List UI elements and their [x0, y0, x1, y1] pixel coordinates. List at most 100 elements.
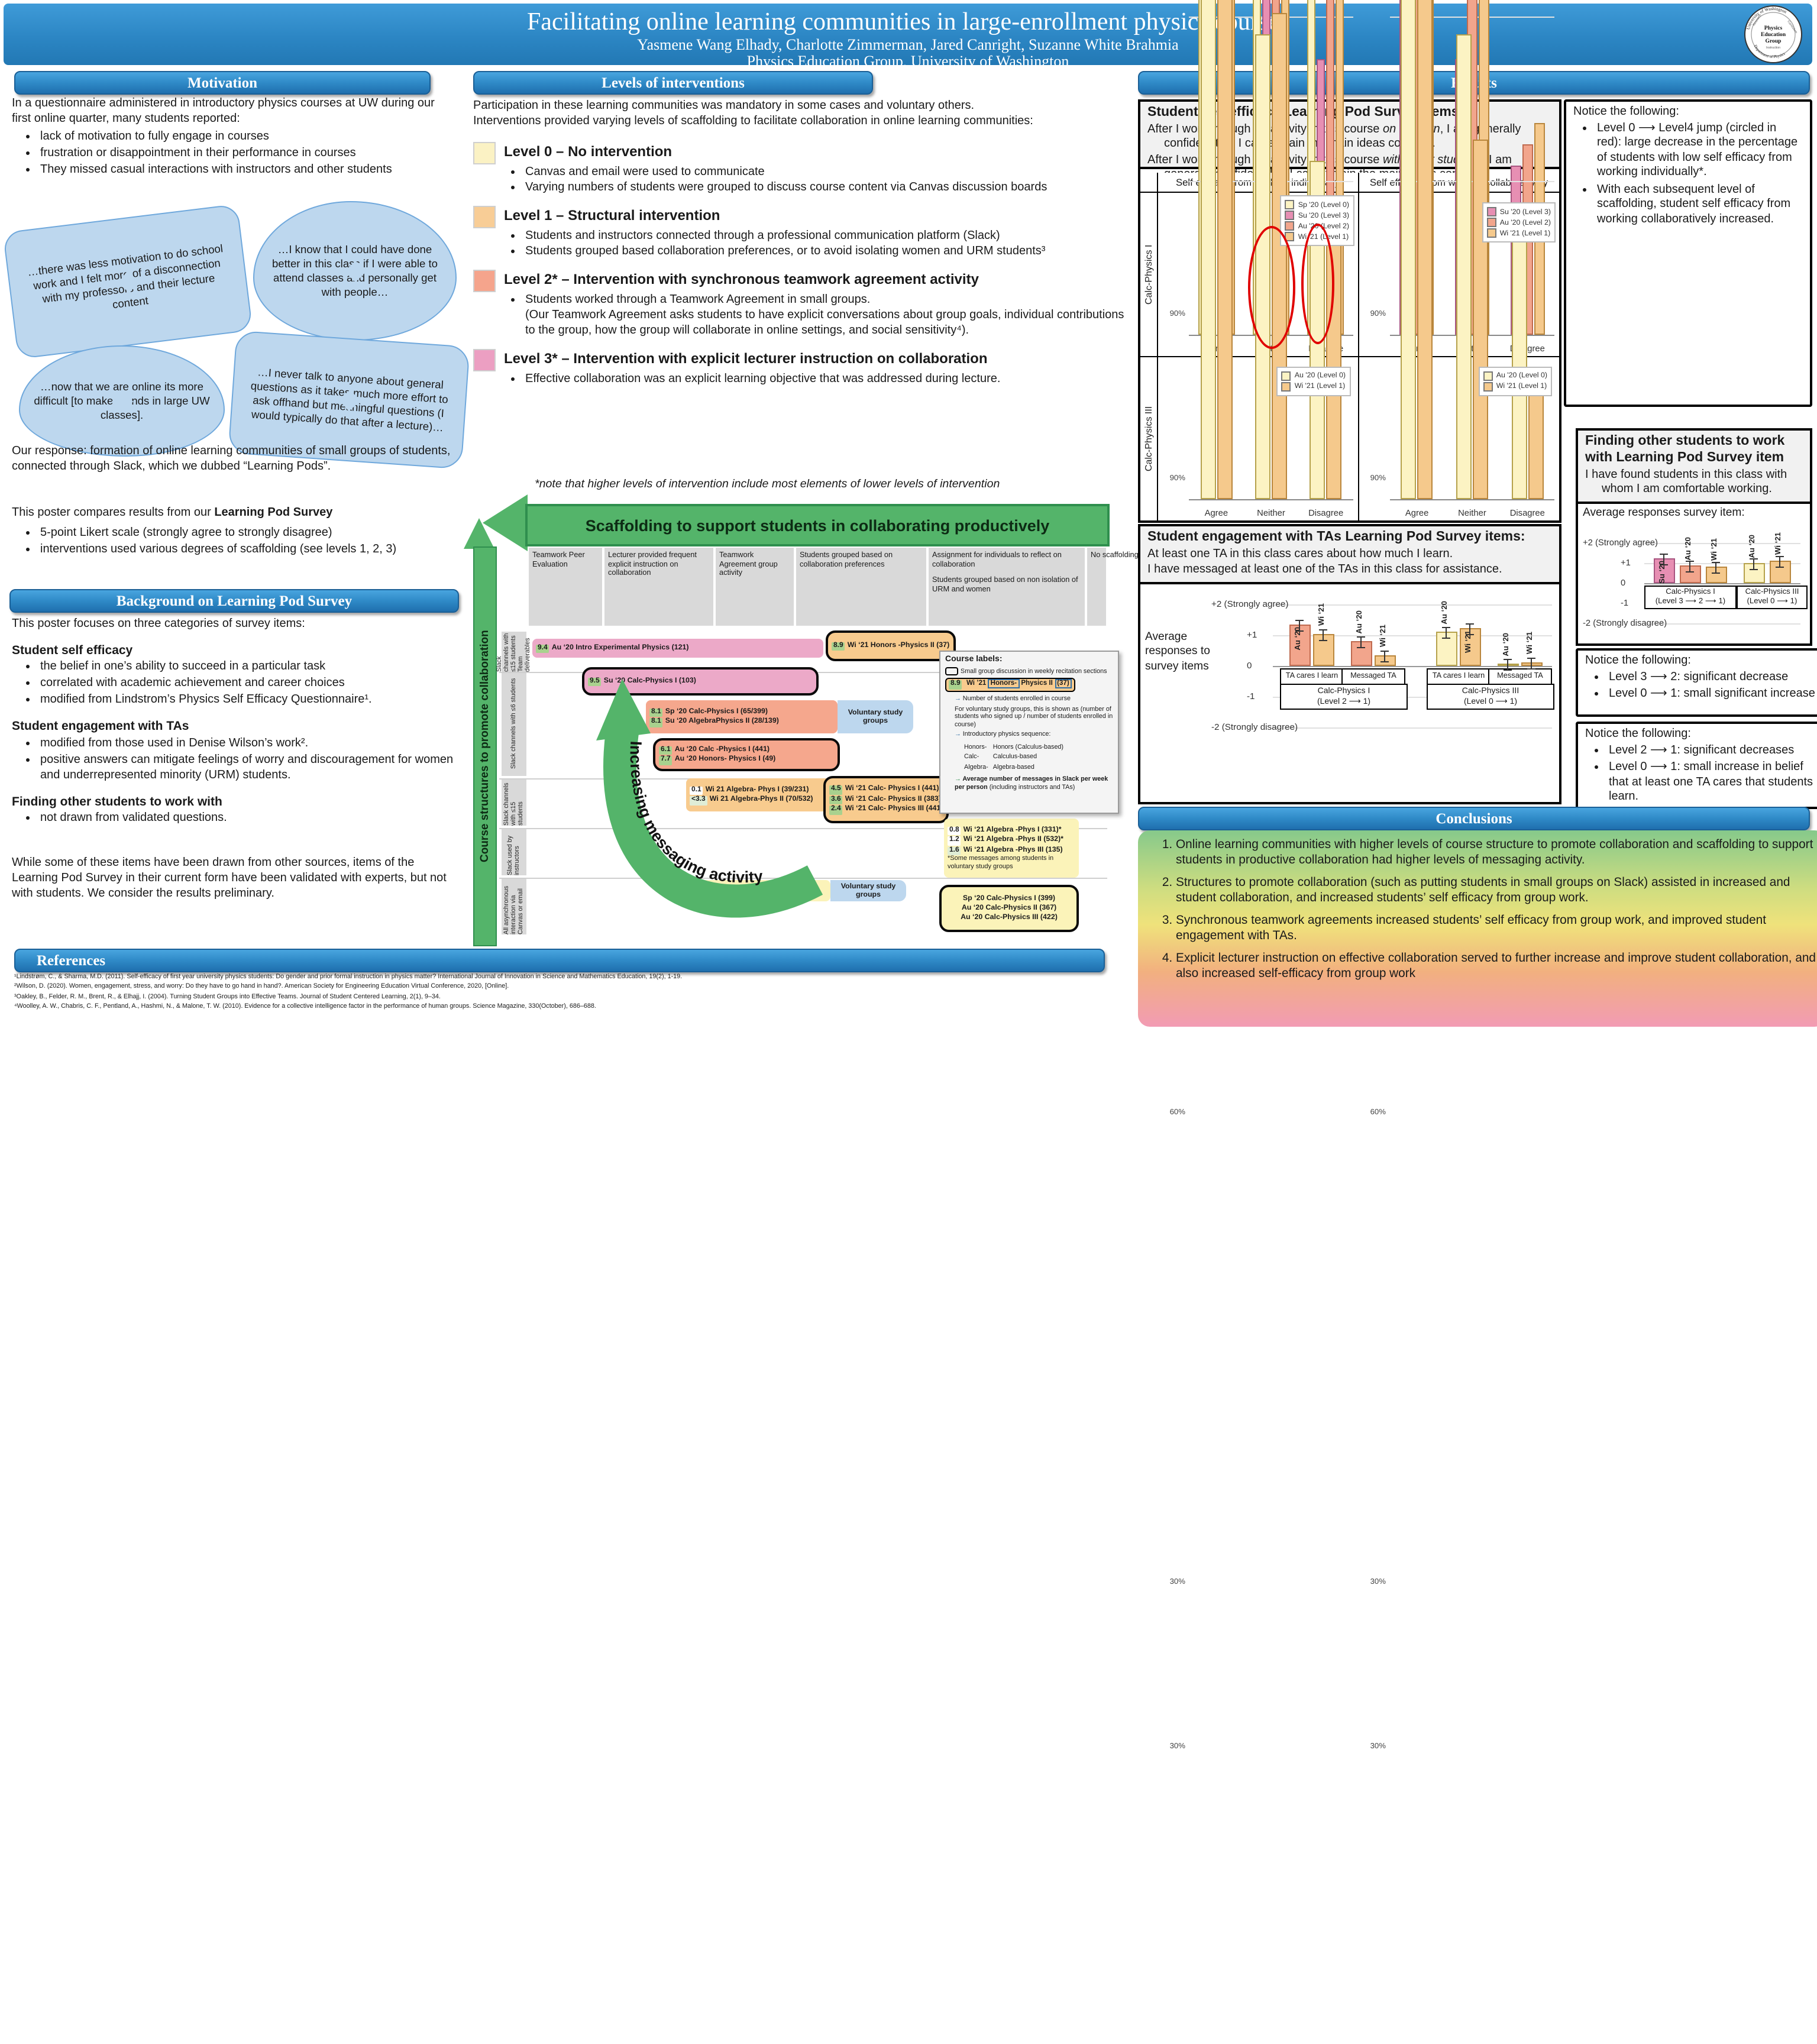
legend-swatch-icon: [1281, 381, 1291, 391]
messages-per-week-badge: 0.1: [690, 786, 703, 795]
category-bullet: not drawn from validated questions.: [40, 811, 461, 826]
level-title: Level 1 – Structural intervention: [504, 207, 720, 224]
finding-head: Finding other students to work with Lear…: [1578, 431, 1810, 504]
legend-swatch-icon: [1285, 221, 1295, 231]
response-paragraph: Our response: formation of online learni…: [12, 445, 451, 473]
group-axis-box: Calc-Physics III (Level 0 ⟶ 1): [1427, 684, 1554, 710]
category-label: Neither: [1458, 507, 1486, 518]
notice-1-bullet: Level 0 ⟶ Level4 jump (circled in red): …: [1597, 121, 1803, 180]
group-axis-box: Calc-Physics I (Level 2 ⟶ 1): [1280, 684, 1408, 710]
group-label-line2: (Level 0 ⟶ 1): [1463, 698, 1518, 707]
example-course: Physics II: [1021, 680, 1053, 688]
interventions-header: Levels of interventions: [473, 71, 873, 95]
course-entry-text: Su ‘20 Calc-Physics I (103): [603, 676, 696, 685]
notice-1-title: Notice the following:: [1573, 105, 1679, 118]
category-bullet: modified from Lindstrom’s Physics Self E…: [40, 693, 461, 708]
bar: [1744, 562, 1765, 583]
bar: [1200, 0, 1216, 499]
course-entry: 0.8 Wi ‘21 Algebra -Phys I (331)*: [948, 826, 1075, 836]
course-entry: 1.2 Wi ‘21 Algebra -Phys II (532)*: [948, 836, 1075, 846]
motivation-bullet: lack of motivation to fully engage in co…: [40, 129, 487, 144]
avg-note: → Average number of messages in Slack pe…: [955, 776, 1108, 792]
gridline: [1389, 181, 1554, 183]
legend-swatch-icon: [1486, 207, 1496, 216]
scaffolding-column: Lecturer provided frequent explicit inst…: [604, 548, 716, 626]
gridline: [1644, 542, 1800, 544]
quote-bubble-3: …now that we are online its more difficu…: [19, 345, 225, 457]
bar: [1654, 558, 1675, 583]
scaffolding-column-line: Teamwork Agreement group activity: [719, 551, 778, 578]
ta-item-2: I have messaged at least one of the TAs …: [1147, 563, 1502, 577]
seq-algebra-key: Algebra-: [964, 764, 988, 772]
enrolled-note: → Number of students enrolled in course: [955, 696, 1071, 703]
background-category: Finding other students to work with not d…: [12, 795, 461, 826]
course-entry-text: Sp ‘20 Calc-Physics I (65/399): [665, 707, 768, 715]
y-axis-label: -2 (Strongly disagree): [1211, 722, 1298, 732]
compare-pre: This poster compares results from our: [12, 506, 215, 519]
compare-bullets: 5-point Likert scale (strongly agree to …: [12, 525, 487, 558]
level-bullets: Students and instructors connected throu…: [473, 228, 1131, 259]
bar: [1436, 632, 1457, 666]
level-block: Level 2* – Intervention with synchronous…: [473, 270, 1131, 338]
row-group-label: Slack channels with ≤15 students Team de…: [496, 632, 532, 672]
bar: [1351, 641, 1372, 666]
course-entry-text: Wi ‘21 Calc- Physics I (441): [845, 784, 939, 793]
category-label: Neither: [1257, 507, 1285, 518]
logo-word-instruction: Instruction: [1766, 46, 1780, 50]
example-term: Wi ’21: [966, 680, 987, 688]
sub-axis-box: TA cares I learn: [1427, 668, 1491, 685]
course-entry: Au ‘20 Calc-Physics II (367): [945, 904, 1073, 913]
row-group-label: Slack used by instructors: [502, 828, 526, 875]
notice-box-2: Notice the following: Level 3 ⟶ 2: signi…: [1576, 648, 1817, 717]
red-circle-annotation-2: [1301, 224, 1334, 344]
bar: [1217, 0, 1233, 499]
messages-per-week-badge: 3.6: [829, 795, 843, 805]
course-entry: 4.5 Wi ‘21 Calc- Physics I (441): [829, 785, 943, 795]
scaffolding-columns-band: Teamwork Peer Evaluation Lecturer provide…: [529, 548, 1149, 626]
finding-item: I have found students in this class with…: [1585, 468, 1787, 496]
notice-3-bullet: Level 0 ⟶ 1: small increase in belief th…: [1609, 761, 1817, 805]
interventions-intro-2: Interventions provided varying levels of…: [473, 115, 1033, 128]
bar-label: Wi ‘21: [1318, 603, 1326, 626]
example-enrolled: (37): [1055, 679, 1072, 689]
voluntary-study-groups-tag: Voluntary study groups: [838, 700, 913, 733]
row-label-calc3: Calc-Physics III: [1140, 357, 1158, 520]
diagram-row: Sp ‘20 Calc-Physics I (399) Au ‘20 Calc-P…: [939, 885, 1079, 932]
ta-chart: +2 (Strongly agree) +1 0 -1 -2 (Strongly dis…: [1211, 588, 1554, 796]
grid-corner: [1140, 173, 1158, 193]
scaffolding-banner: Scaffolding to support students in colla…: [525, 504, 1110, 546]
course-entry-text: Au ‘20 Calc-Physics II (367): [961, 904, 1057, 913]
diagram-row-box: 8.9 Wi ‘21 Honors -Physics II (37): [826, 630, 956, 661]
y-axis-tick: 90%: [1370, 310, 1386, 319]
bar-label: Au ‘20: [1685, 537, 1693, 561]
legend-label: Au '20 (Level 0): [1294, 371, 1346, 380]
logo-center-3: Group: [1765, 38, 1781, 44]
diagram-row-box: 0.1 Wi 21 Algebra- Phys I (39/231) <3.3 Wi …: [686, 778, 845, 811]
reference-item: ³Oakley, B., Felder, R. M., Brent, R., &…: [14, 993, 441, 1001]
seq-honors-val: Honors (Calculus-based): [992, 743, 1064, 751]
conclusion-item: Explicit lecturer instruction on effecti…: [1176, 951, 1817, 982]
course-entry-text: Wi ‘21 Algebra -Phys II (532)*: [963, 835, 1063, 844]
category-title: Student self efficacy: [12, 643, 133, 658]
legend-swatch-icon: [1483, 381, 1493, 391]
chart-legend: Au '20 (Level 0) Wi '21 (Level 1): [1276, 366, 1350, 396]
level-bullets: Effective collaboration was an explicit …: [473, 371, 1131, 387]
error-bar: [1776, 555, 1784, 568]
diagram-row-box: 8.1 Sp ‘20 Calc-Physics I (65/399) 8.1 Su ‘…: [646, 700, 838, 733]
gridline: [1273, 604, 1552, 606]
scaffolding-column-line: Students grouped based on non isolation …: [932, 576, 1078, 594]
seq-honors-key: Honors-: [964, 743, 987, 751]
compare-paragraph: This poster compares results from our Le…: [12, 506, 459, 522]
background-intro: This poster focuses on three categories …: [12, 617, 305, 630]
compare-bullet: 5-point Likert scale (strongly agree to …: [40, 525, 487, 541]
finding-chart: +2 (Strongly agree) +1 0 -1 -2 (Strongly dis…: [1578, 521, 1808, 649]
seq-calc-key: Calc-: [964, 753, 979, 761]
legend-label: Sp '20 (Level 0): [1298, 200, 1349, 209]
ta-engagement-box: Student engagement with TAs Learning Pod…: [1138, 524, 1561, 804]
category-bullets: not drawn from validated questions.: [12, 811, 461, 826]
category-title: Finding other students to work with: [12, 794, 222, 809]
course-entry: 8.1 Su ‘20 AlgebraPhysics II (28/139): [649, 717, 834, 727]
messages-per-week-badge: 7.7: [659, 756, 673, 765]
recitation-icon: [945, 667, 958, 675]
legend-label: Wi '21 (Level 1): [1294, 382, 1346, 390]
